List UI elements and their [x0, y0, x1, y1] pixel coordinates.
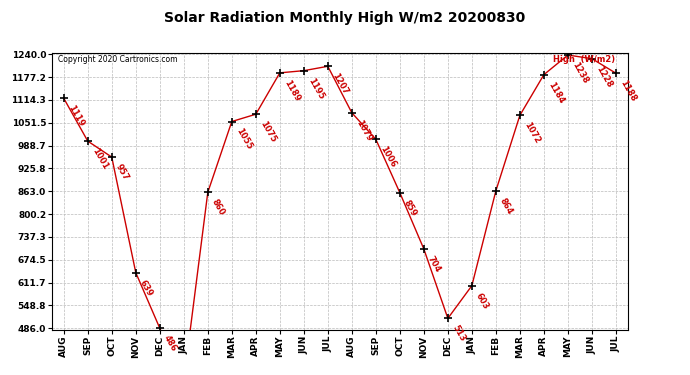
Text: Copyright 2020 Cartronics.com: Copyright 2020 Cartronics.com	[57, 55, 177, 64]
Text: 1228: 1228	[594, 64, 614, 89]
Text: 1184: 1184	[546, 80, 566, 105]
Text: 513: 513	[451, 324, 467, 344]
Text: 1075: 1075	[258, 120, 277, 144]
Text: 1006: 1006	[378, 145, 397, 170]
Text: 1072: 1072	[522, 121, 542, 146]
Text: 860: 860	[210, 198, 227, 217]
Text: 859: 859	[402, 198, 419, 218]
Text: 704: 704	[426, 255, 443, 274]
Text: 639: 639	[138, 278, 155, 298]
Text: 486: 486	[162, 334, 179, 353]
Text: Solar Radiation Monthly High W/m2 20200830: Solar Radiation Monthly High W/m2 202008…	[164, 11, 526, 25]
Text: 1055: 1055	[234, 127, 254, 152]
Text: 864: 864	[498, 196, 515, 216]
Text: 1001: 1001	[90, 147, 110, 171]
Text: High  (W/m2): High (W/m2)	[553, 55, 615, 64]
Text: 1238: 1238	[570, 60, 590, 85]
Text: 603: 603	[474, 291, 491, 310]
Text: 1079: 1079	[354, 118, 373, 143]
Text: 1119: 1119	[66, 104, 86, 129]
Text: 1195: 1195	[306, 76, 326, 101]
Text: 1207: 1207	[331, 72, 350, 96]
Text: 1188: 1188	[618, 79, 638, 103]
Text: 957: 957	[114, 162, 130, 182]
Text: 1189: 1189	[282, 78, 302, 103]
